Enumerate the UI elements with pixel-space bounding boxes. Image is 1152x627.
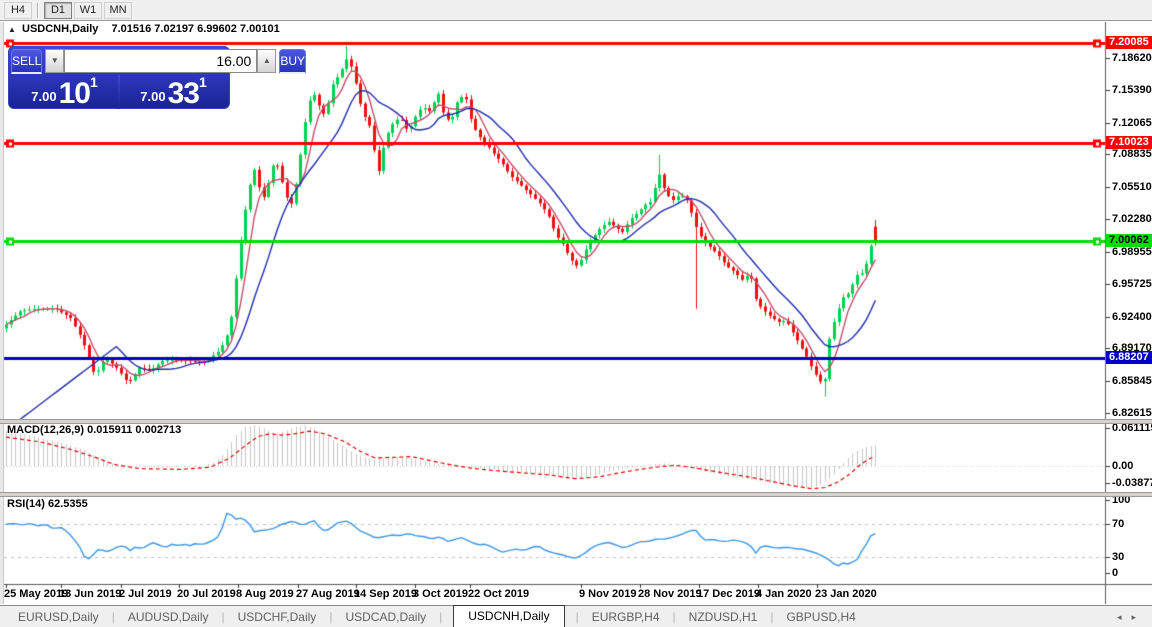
symbol-tab-bar: EURUSD,Daily | AUDUSD,Daily | USDCHF,Daily | U… [0,604,1152,627]
rsi-axis-label: 70 [1112,518,1125,530]
timeframe-button-d1[interactable]: D1 [44,1,72,19]
volume-increase-button[interactable]: ▲ [257,49,277,73]
price-level-badge: 6.88207 [1106,350,1152,364]
volume-spinner: ▼ ▲ [45,49,277,73]
sell-price-display[interactable]: 7.00 10 1 [11,75,118,109]
price-level-badge: 7.00062 [1106,234,1152,247]
price-tick-label: 6.85845 [1112,375,1152,388]
symbol-tab-eurgbp[interactable]: EURGBP,H4 [591,610,660,624]
sell-price-pipette: 1 [89,74,98,90]
tab-scroll-arrows: ◂▸ [1117,612,1146,623]
chart-symbol-label: USDCNH,Daily [22,23,99,35]
chart-title: USDCNH,Daily 7.01516 7.02197 6.99602 7.0… [22,23,280,35]
macd-axis-label: 0.00 [1112,460,1134,472]
date-tick-label: 23 Jan 2020 [815,588,877,600]
date-tick-label: 14 Sep 2019 [354,588,417,600]
tab-scroll-right-icon[interactable]: ▸ [1131,612,1146,622]
symbol-tabs: EURUSD,Daily | AUDUSD,Daily | USDCHF,Daily | U… [16,604,858,627]
date-tick-label: 17 Dec 2019 [697,588,760,600]
timeframe-button-h4[interactable]: H4 [4,1,32,19]
chart-ohlc-values: 7.01516 7.02197 6.99602 7.00101 [111,23,280,35]
tab-separator: | [439,609,443,624]
price-tick-label: 7.05510 [1112,181,1152,194]
price-tick-label: 6.95725 [1112,277,1152,290]
date-tick-label: 2 Jul 2019 [119,588,172,600]
collapse-chart-icon[interactable]: ▲ [8,25,16,34]
symbol-tab-nzdusd[interactable]: NZDUSD,H1 [688,610,758,624]
price-tick-label: 7.08835 [1112,148,1152,161]
symbol-tab-usdcnh[interactable]: USDCNH,Daily [453,604,565,627]
date-tick-label: 22 Oct 2019 [468,588,530,600]
price-level-badge: 7.20085 [1106,36,1152,50]
timeframe-toolbar: H4 D1 W1 MN [0,0,1152,21]
sell-price-base: 7.00 [31,89,57,104]
tab-separator: | [672,609,676,624]
buy-button[interactable]: BUY [279,49,307,74]
buy-price-big: 33 [167,77,200,110]
toolbar-separator [37,2,39,18]
rsi-axis-label: 0 [1112,567,1119,579]
macd-pane-separator[interactable] [0,419,1152,424]
sell-price-big: 10 [58,77,91,110]
price-tick-label: 7.18620 [1112,51,1152,64]
date-tick-label: 13 Jun 2019 [59,588,122,600]
buy-price-display[interactable]: 7.00 33 1 [120,75,227,109]
price-tick-label: 6.98955 [1112,245,1152,258]
price-level-badge: 7.10023 [1106,135,1152,149]
date-tick-label: 9 Nov 2019 [579,588,637,600]
date-tick-label: 27 Aug 2019 [296,588,360,600]
rsi-pane-separator[interactable] [0,492,1152,497]
date-tick-label: 28 Nov 2019 [638,588,702,600]
one-click-trading-panel: SELL ▼ ▲ BUY 7.00 10 1 7.00 33 1 [8,46,307,109]
date-tick-label: 20 Jul 2019 [177,588,236,600]
price-tick-label: 6.92400 [1112,310,1152,323]
price-tick-label: 6.82615 [1112,407,1152,420]
date-tick-label: 25 May 2019 [4,588,69,600]
window-left-edge [0,22,4,604]
symbol-tab-gbpusd[interactable]: GBPUSD,H4 [786,610,856,624]
macd-axis-label: 0.061119 [1112,422,1152,434]
sell-button[interactable]: SELL [11,49,43,74]
buy-price-base: 7.00 [140,89,166,104]
volume-decrease-button[interactable]: ▼ [45,49,65,73]
price-divider [118,75,120,109]
symbol-tab-eurusd[interactable]: EURUSD,Daily [18,610,99,624]
buy-price-pipette: 1 [198,74,207,90]
tab-separator: | [111,609,115,624]
tab-separator: | [770,609,774,624]
macd-indicator-label: MACD(12,26,9) 0.015911 0.002713 [7,424,182,436]
timeframe-button-mn[interactable]: MN [104,1,132,19]
symbol-tab-usdcad[interactable]: USDCAD,Daily [345,610,427,624]
date-tick-label: 4 Jan 2020 [756,588,812,600]
rsi-axis-label: 100 [1112,494,1131,506]
timeframe-button-w1[interactable]: W1 [74,1,102,19]
date-tick-label: 8 Aug 2019 [236,588,294,600]
price-tick-label: 7.12065 [1112,116,1152,129]
symbol-tab-usdchf[interactable]: USDCHF,Daily [237,610,317,624]
symbol-tab-audusd[interactable]: AUDUSD,Daily [127,610,209,624]
tab-separator: | [575,609,579,624]
price-tick-label: 7.15390 [1112,83,1152,96]
macd-axis-label: -0.038777 [1112,477,1152,489]
price-tick-label: 7.02280 [1112,213,1152,226]
rsi-indicator-label: RSI(14) 62.5355 [7,498,88,510]
tab-separator: | [221,609,225,624]
tab-separator: | [329,609,333,624]
tab-scroll-left-icon[interactable]: ◂ [1116,612,1132,622]
rsi-axis-label: 30 [1112,551,1125,563]
volume-input[interactable] [64,49,258,73]
date-tick-label: 3 Oct 2019 [413,588,469,600]
